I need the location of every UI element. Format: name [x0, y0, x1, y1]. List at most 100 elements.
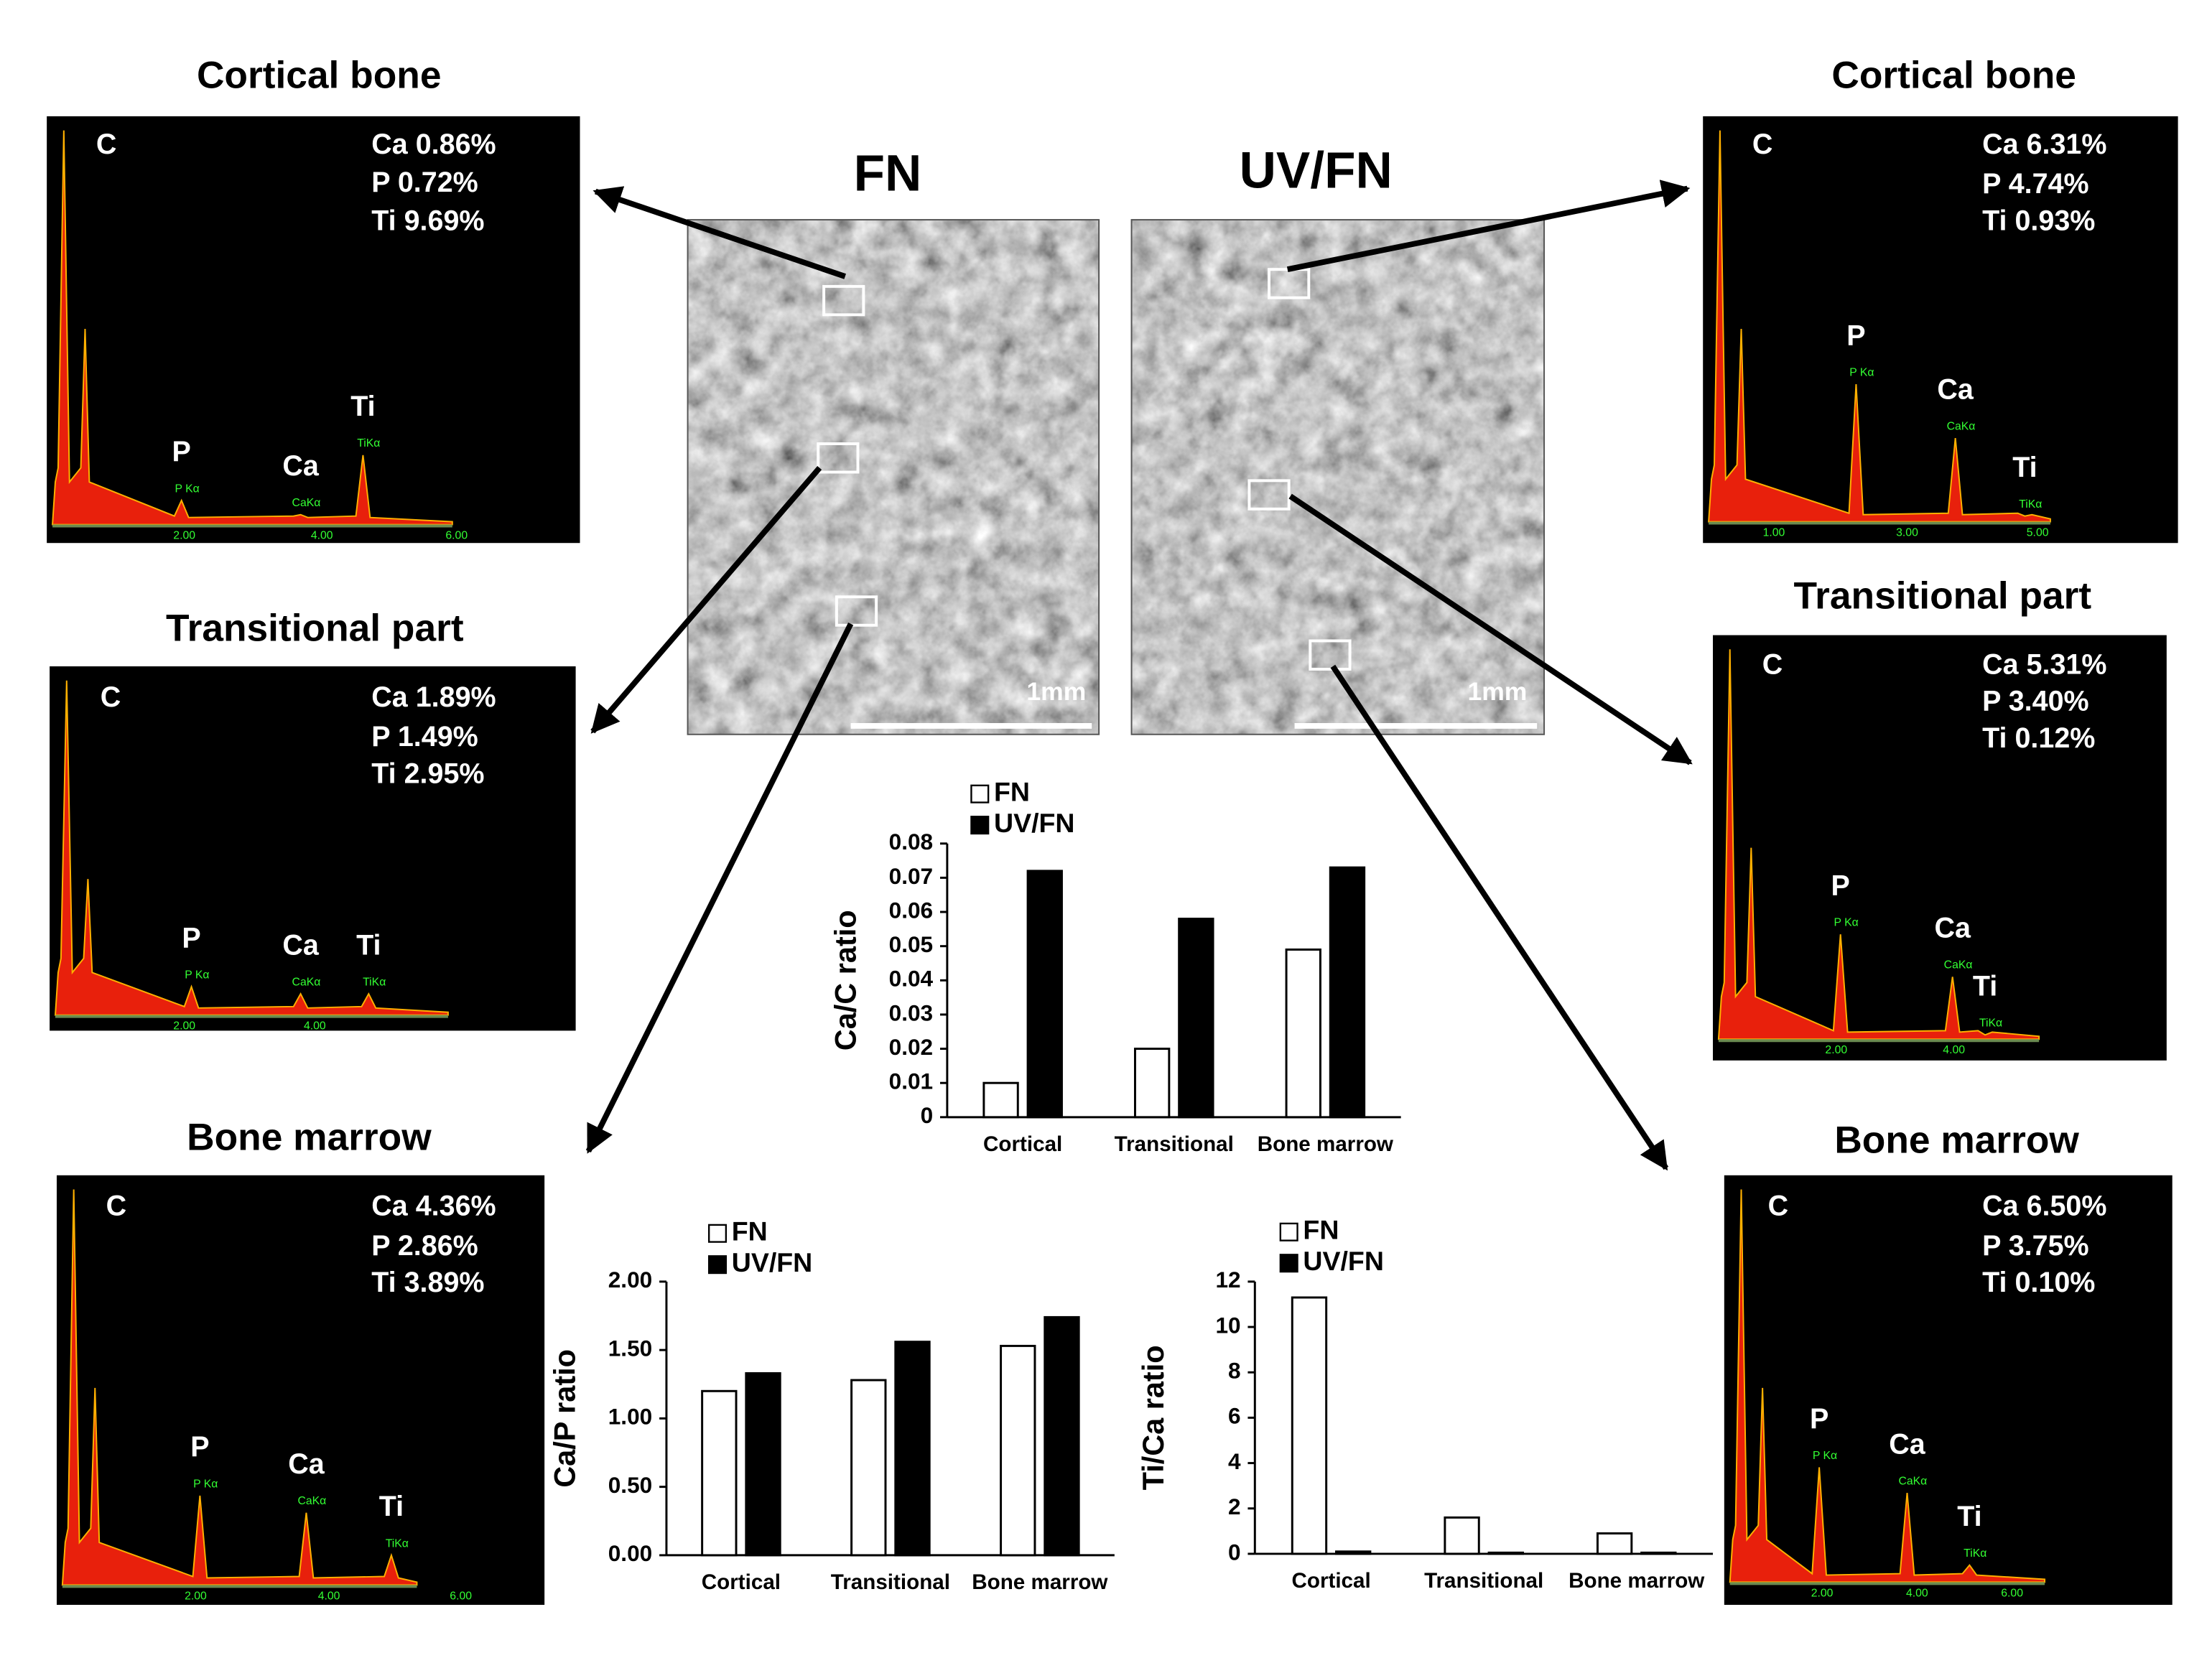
spectrum-tick: 6.00: [445, 530, 468, 542]
bar: [1285, 948, 1321, 1119]
bar: [1044, 1315, 1080, 1557]
region-box: [822, 284, 865, 317]
y-tick-label: 0: [921, 1102, 934, 1128]
x-tick-label: Transitional: [1115, 1132, 1234, 1156]
arrow: [590, 466, 822, 734]
peak-label: Ti: [350, 391, 375, 422]
bar: [1291, 1296, 1328, 1555]
y-tick-label: 2.00: [608, 1267, 652, 1292]
spectrum-tick: 2.00: [1811, 1587, 1834, 1599]
composition: P 3.75%: [1982, 1230, 2089, 1262]
bar: [1335, 1550, 1372, 1555]
peak-line: CaKα: [297, 1495, 326, 1507]
y-tick-label: 0.03: [889, 1000, 933, 1025]
legend-swatch: [707, 1224, 728, 1243]
legend-swatch: [1279, 1254, 1298, 1273]
legend-label: FN: [732, 1216, 768, 1247]
y-tick-label: 1.00: [608, 1404, 652, 1430]
x-tick-label: Transitional: [831, 1570, 950, 1594]
spectrum-trace: [54, 680, 449, 1016]
spectrum-title: Transitional part: [1794, 574, 2092, 617]
bar: [1329, 866, 1366, 1119]
spectrum-tick: 2.00: [173, 530, 195, 542]
y-tick-label: 0.06: [889, 897, 933, 923]
legend-label: UV/FN: [1303, 1246, 1384, 1276]
y-tick-label: 0.08: [889, 829, 933, 854]
arrow: [1330, 664, 1669, 1171]
peak-label: Ca: [1937, 373, 1974, 405]
sem-image: [1131, 220, 1545, 735]
spectrum-tick: 2.00: [173, 1020, 195, 1033]
peak-line: CaKα: [292, 497, 321, 509]
spectrum-panel: [1724, 1175, 2172, 1606]
bar: [1178, 918, 1214, 1119]
bar: [1133, 1048, 1171, 1119]
peak-label: Ti: [1957, 1501, 1981, 1532]
peak-line: P Kα: [175, 483, 199, 495]
spectrum-tick: 4.00: [304, 1020, 326, 1033]
scale-label: 1mm: [1026, 677, 1086, 706]
spectrum-tick: 3.00: [1896, 527, 1918, 539]
y-tick-label: 2: [1228, 1494, 1241, 1519]
spectrum-trace: [61, 1189, 418, 1586]
element-label: C: [106, 1191, 127, 1222]
peak-label: P: [190, 1431, 209, 1463]
composition: Ca 5.31%: [1982, 648, 2106, 680]
bar: [1026, 870, 1063, 1119]
sem-shade: [1130, 219, 1546, 735]
y-tick-label: 8: [1228, 1358, 1241, 1384]
legend-swatch: [707, 1255, 728, 1275]
y-tick-label: 0.07: [889, 863, 933, 889]
peak-label: Ti: [1973, 971, 1997, 1002]
y-tick-label: 0: [1228, 1539, 1241, 1565]
region-box: [817, 442, 860, 474]
peak-line: P Kα: [1849, 366, 1874, 378]
bar: [1640, 1551, 1677, 1555]
peak-line: TiKα: [1979, 1017, 2002, 1030]
spectrum-title: Bone marrow: [1834, 1119, 2079, 1161]
spectrum-panel: [56, 1175, 545, 1606]
legend-label: FN: [994, 777, 1030, 807]
spectrum-title: Bone marrow: [187, 1117, 432, 1159]
spectrum-title: Transitional part: [166, 607, 464, 650]
peak-line: TiKα: [357, 437, 380, 449]
y-tick-label: 12: [1215, 1267, 1240, 1292]
y-tick-label: 0.01: [889, 1068, 933, 1094]
peak-line: TiKα: [1964, 1547, 1986, 1560]
peak-line: CaKα: [1944, 959, 1973, 972]
bar: [1596, 1532, 1633, 1555]
spectrum-trace: [1717, 649, 2040, 1040]
legend-label: UV/FN: [994, 808, 1075, 838]
composition: Ti 9.69%: [371, 205, 484, 236]
peak-line: P Kα: [185, 969, 209, 982]
composition: Ca 6.50%: [1982, 1191, 2106, 1222]
y-tick-label: 0.02: [889, 1034, 933, 1060]
spectrum-tick: 2.00: [1825, 1044, 1847, 1056]
y-axis-label: Ca/P ratio: [548, 1349, 582, 1488]
spectrum-tick: 6.00: [2001, 1587, 2023, 1599]
x-tick-label: Cortical: [702, 1570, 781, 1594]
peak-label: Ti: [356, 929, 381, 961]
spectrum-tick: 4.00: [318, 1590, 340, 1602]
peak-line: TiKα: [363, 976, 386, 988]
spectrum-tick: 4.00: [311, 530, 333, 542]
composition: Ti 0.12%: [1982, 722, 2095, 754]
y-tick-label: 4: [1228, 1448, 1241, 1474]
x-tick-label: Bone marrow: [1569, 1569, 1705, 1593]
peak-label: Ca: [1889, 1428, 1926, 1460]
bar: [1487, 1551, 1524, 1555]
scale-label: 1mm: [1467, 677, 1527, 706]
legend-swatch: [970, 784, 990, 803]
sem-shade: [687, 219, 1100, 735]
peak-label: Ca: [282, 450, 320, 482]
legend-swatch: [1279, 1222, 1298, 1242]
composition: P 3.40%: [1982, 686, 2089, 717]
element-label: C: [1768, 1191, 1789, 1222]
element-label: C: [1752, 129, 1773, 160]
composition: P 0.72%: [371, 167, 478, 198]
y-tick-label: 0.04: [889, 966, 934, 992]
spectrum-title: Cortical bone: [1831, 55, 2076, 97]
peak-label: Ti: [379, 1491, 404, 1522]
legend-label: FN: [1303, 1215, 1339, 1245]
composition: Ca 0.86%: [371, 129, 496, 160]
